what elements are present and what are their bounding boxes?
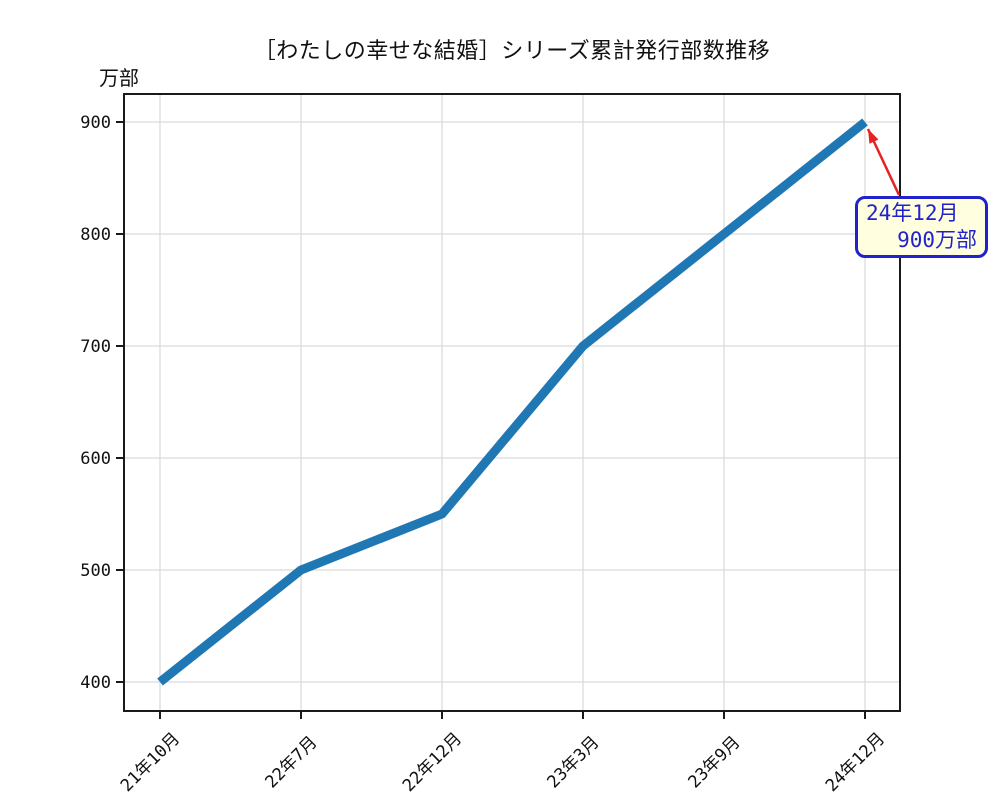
y-tick-label: 600 [80,449,111,469]
x-tick-label: 23年3月 [544,733,604,793]
annotation-value: 900万部 [897,228,977,252]
x-tick-label: 24年12月 [822,729,889,796]
y-axis-unit-label: 万部 [99,66,139,90]
y-tick-label: 900 [80,113,111,133]
y-tick-label: 800 [80,225,111,245]
annotation-callout: 24年12月 900万部 [855,196,988,258]
series-line [157,118,868,686]
y-tick-label: 400 [80,673,111,693]
plot-frame [123,93,901,712]
y-tick-label: 500 [80,561,111,581]
chart-title: ［わたしの幸せな結婚］シリーズ累計発行部数推移 [253,39,771,64]
x-tick-label: 22年12月 [399,729,466,796]
x-tick-label: 23年9月 [685,733,745,793]
y-tick-label: 700 [80,337,111,357]
x-tick-label: 22年7月 [262,733,322,793]
annotation-date: 24年12月 [866,201,959,225]
x-tick-label: 21年10月 [117,729,184,796]
arrowhead-icon [868,129,879,144]
